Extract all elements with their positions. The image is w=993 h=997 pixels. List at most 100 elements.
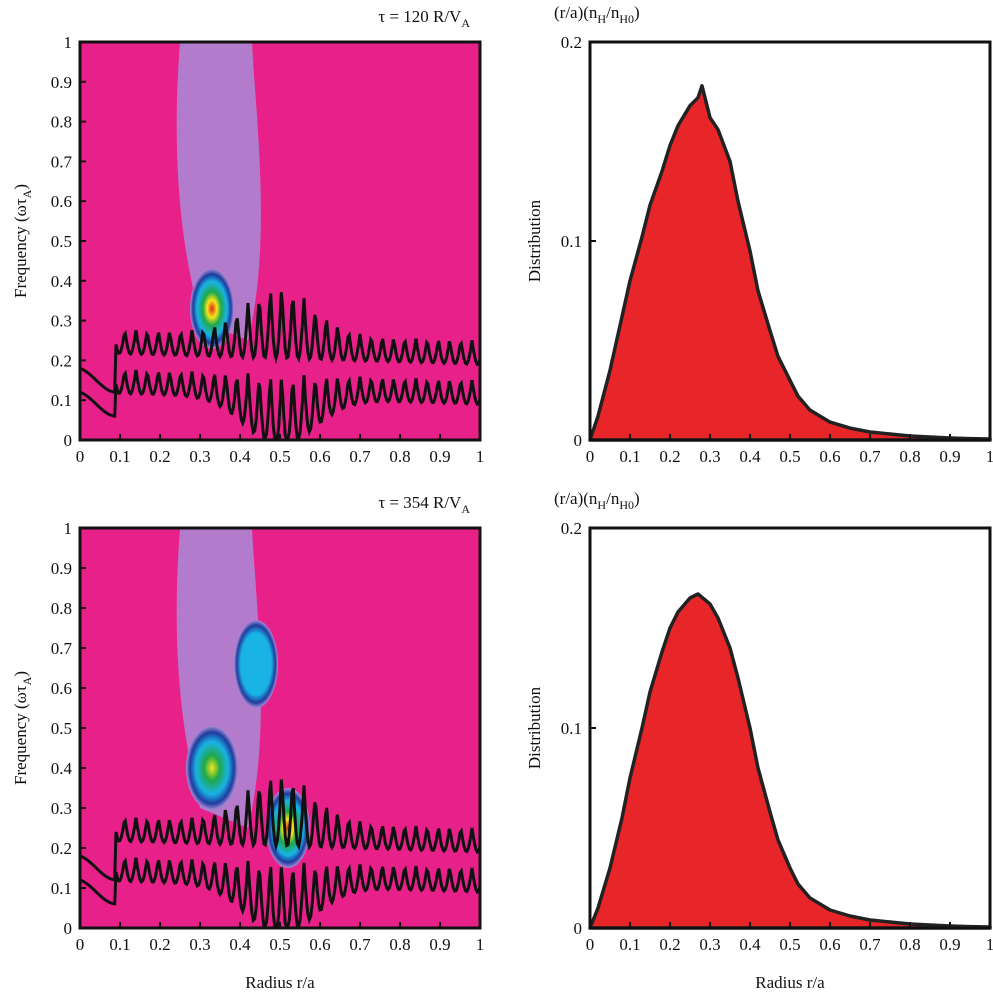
y-tick-label: 0.4 [51,759,73,778]
x-tick-label: 0.2 [659,447,680,466]
y-tick-label: 0.2 [561,33,582,52]
x-tick-label: 0.3 [189,935,210,954]
x-tick-label: 1 [986,935,993,954]
x-tick-label: 0 [586,447,595,466]
y-axis-label: Frequency (ωτA) [11,671,34,785]
heatmap-hotspot [234,620,278,708]
y-tick-label: 0 [574,431,583,450]
x-tick-label: 0.2 [149,447,170,466]
y-tick-label: 0.1 [51,879,72,898]
y-tick-label: 0.2 [561,519,582,538]
y-tick-label: 0.7 [51,152,73,171]
y-tick-label: 0.6 [51,679,72,698]
y-tick-label: 0 [64,919,73,938]
x-tick-label: 1 [986,447,993,466]
x-tick-label: 0.1 [109,935,130,954]
y-tick-label: 0.3 [51,799,72,818]
heatmap-plume [176,42,261,341]
y-tick-label: 1 [64,519,73,538]
heatmap-hotspot [186,726,238,810]
x-tick-label: 0.8 [389,935,410,954]
axes-frame [78,40,482,442]
continuum-upper-curve [79,779,482,882]
y-axis-label: Frequency (ωτA) [11,184,34,298]
x-tick-label: 0.3 [189,447,210,466]
x-tick-label: 0.1 [619,935,640,954]
y-tick-label: 0 [574,919,583,938]
x-tick-label: 0.9 [939,447,960,466]
x-tick-label: 0.5 [779,447,800,466]
y-tick-label: 0.9 [51,559,72,578]
panel-4: 0 0.1 0.2 0.3 0.4 0.5 0.6 0.7 0.8 0.9 1 0 0.1 0.2 Dist… [525,489,993,992]
x-tick-label: 0.3 [699,935,720,954]
y-tick-label: 0 [64,431,73,450]
x-tick-label: 0.4 [739,447,761,466]
x-tick-label: 0.7 [349,447,371,466]
y-tick-label: 0.8 [51,599,72,618]
y-axis-label: Distribution [525,199,544,282]
x-tick-label: 0.6 [819,447,840,466]
distribution-area [588,84,992,442]
x-tick-label: 0.6 [819,935,840,954]
distribution-area [588,592,992,930]
x-tick-label: 0.9 [429,447,450,466]
x-tick-label: 0.3 [699,447,720,466]
x-tick-label: 0.6 [309,935,330,954]
panel-title: τ = 354 R/VA [378,493,470,516]
x-tick-label: 0.9 [939,935,960,954]
y-tick-label: 0.2 [51,351,72,370]
x-axis-label: Radius r/a [245,973,315,992]
y-tick-label: 0.3 [51,312,72,331]
x-tick-label: 0 [586,935,595,954]
continuum-lower-curve [79,857,482,928]
panel-title: (r/a)(nH/nH0) [554,3,640,26]
x-tick-label: 0.4 [739,935,761,954]
x-tick-label: 0.4 [229,935,251,954]
y-tick-label: 0.8 [51,113,72,132]
continuum-upper-curve [79,292,482,394]
y-tick-label: 0.1 [51,391,72,410]
y-tick-label: 0.6 [51,192,72,211]
x-tick-label: 0.7 [859,447,881,466]
y-axis-label: Distribution [525,686,544,769]
x-tick-label: 0.7 [859,935,881,954]
panel-title: (r/a)(nH/nH0) [554,489,640,512]
axes-frame [588,526,992,930]
x-tick-label: 1 [476,935,485,954]
x-tick-label: 0.6 [309,447,330,466]
x-tick-label: 0.2 [659,935,680,954]
heatmap-hotspot [190,268,234,349]
x-tick-label: 0.7 [349,935,371,954]
y-tick-label: 0.5 [51,719,72,738]
x-tick-label: 0.9 [429,935,450,954]
x-tick-label: 0.4 [229,447,251,466]
y-tick-label: 0.1 [561,719,582,738]
y-tick-label: 0.4 [51,272,73,291]
x-tick-label: 1 [476,447,485,466]
y-tick-label: 0.5 [51,232,72,251]
panel-2: 0 0.1 0.2 0.3 0.4 0.5 0.6 0.7 0.8 0.9 1 0 0.1 0.2 Dist… [525,3,993,466]
panel-title: τ = 120 R/VA [378,7,470,30]
x-tick-label: 0.5 [269,935,290,954]
panel-1: 0 0.1 0.2 0.3 0.4 0.5 0.6 0.7 0.8 0.9 1 0 0.1 0.2 0.3 0… [11,7,484,466]
x-tick-label: 0 [76,447,85,466]
x-tick-label: 0.5 [779,935,800,954]
y-tick-label: 0.1 [561,232,582,251]
x-axis-label: Radius r/a [755,973,825,992]
x-tick-label: 0.1 [109,447,130,466]
x-tick-label: 0.8 [899,935,920,954]
axes-frame [588,40,992,442]
continuum-lower-curve [79,369,482,440]
axes-frame [78,526,482,930]
y-tick-label: 0.7 [51,639,73,658]
x-tick-label: 0.2 [149,935,170,954]
y-tick-label: 0.9 [51,73,72,92]
x-tick-label: 0.8 [899,447,920,466]
x-tick-label: 0.1 [619,447,640,466]
y-tick-label: 1 [64,33,73,52]
x-tick-label: 0.5 [269,447,290,466]
y-tick-label: 0.2 [51,839,72,858]
panel-3: 0 0.1 0.2 0.3 0.4 0.5 0.6 0.7 0.8 0.9 1 0 0.1 0.2 0.3 0… [11,493,484,992]
x-tick-label: 0.8 [389,447,410,466]
